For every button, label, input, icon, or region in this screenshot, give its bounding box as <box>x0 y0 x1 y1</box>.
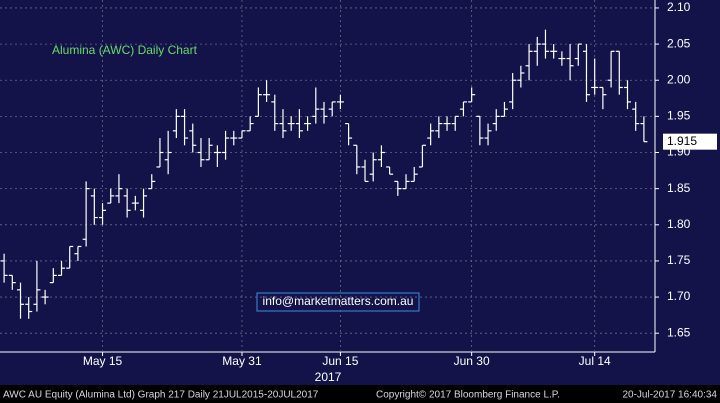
last-price-box <box>663 133 717 150</box>
x-tick-label: May 15 <box>83 354 123 368</box>
footer-right: 20-Jul-2017 16:40:34 <box>622 390 717 401</box>
y-tick-label: 1.65 <box>667 325 691 339</box>
y-tick-label: 2.00 <box>667 72 691 86</box>
y-tick-label: 1.75 <box>667 253 691 267</box>
y-tick-label: 2.05 <box>667 36 691 50</box>
background <box>0 0 720 385</box>
annotation-box <box>256 292 420 312</box>
last-price-label: 1.915 <box>667 134 697 148</box>
annotation: info@marketmatters.com.au <box>263 294 414 308</box>
y-tick-label: 2.10 <box>667 0 691 14</box>
footer-left: AWC AU Equity (Alumina Ltd) Graph 217 Da… <box>3 390 319 401</box>
x-tick-label: Jun 15 <box>322 354 358 368</box>
x-tick-label: Jun 30 <box>454 354 490 368</box>
y-tick-label: 1.85 <box>667 181 691 195</box>
x-tick-label: May 31 <box>222 354 262 368</box>
footer-bar <box>0 385 720 403</box>
x-tick-label: Jul 14 <box>579 354 611 368</box>
chart-title: Alumina (AWC) Daily Chart <box>52 43 198 57</box>
footer-middle: Copyright© 2017 Bloomberg Finance L.P. <box>376 390 560 401</box>
y-tick-label: 1.95 <box>667 109 691 123</box>
y-tick-label: 1.80 <box>667 217 691 231</box>
y-tick-label: 1.70 <box>667 289 691 303</box>
year-label: 2017 <box>315 370 342 384</box>
